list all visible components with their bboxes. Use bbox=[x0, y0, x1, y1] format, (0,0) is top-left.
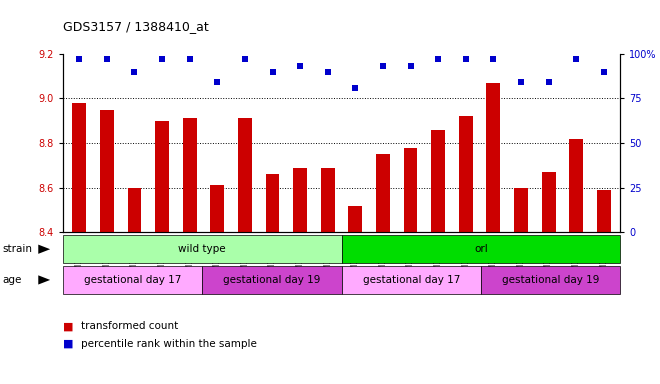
Bar bbox=[459, 116, 473, 232]
Text: ■: ■ bbox=[63, 339, 73, 349]
Bar bbox=[342, 235, 620, 263]
Point bbox=[350, 84, 360, 91]
Text: age: age bbox=[2, 275, 21, 285]
Bar bbox=[63, 266, 202, 294]
Bar bbox=[73, 103, 86, 232]
Bar bbox=[183, 119, 197, 232]
Bar bbox=[321, 167, 335, 232]
Point bbox=[295, 63, 306, 70]
Text: percentile rank within the sample: percentile rank within the sample bbox=[81, 339, 257, 349]
Text: GDS3157 / 1388410_at: GDS3157 / 1388410_at bbox=[63, 20, 209, 33]
Bar bbox=[100, 109, 114, 232]
Point bbox=[102, 56, 112, 62]
Point bbox=[543, 79, 554, 85]
Point bbox=[212, 79, 222, 85]
Point bbox=[129, 68, 140, 74]
Bar bbox=[211, 185, 224, 232]
Bar bbox=[486, 83, 500, 232]
Point bbox=[599, 68, 609, 74]
Polygon shape bbox=[38, 245, 50, 254]
Bar bbox=[570, 139, 583, 232]
Point bbox=[405, 63, 416, 70]
Point bbox=[378, 63, 388, 70]
Point bbox=[433, 56, 444, 62]
Bar bbox=[597, 190, 610, 232]
Point bbox=[515, 79, 526, 85]
Point bbox=[488, 56, 499, 62]
Bar bbox=[481, 266, 620, 294]
Bar bbox=[342, 266, 481, 294]
Bar bbox=[348, 205, 362, 232]
Text: gestational day 19: gestational day 19 bbox=[223, 275, 321, 285]
Bar bbox=[202, 266, 342, 294]
Bar bbox=[63, 235, 342, 263]
Text: wild type: wild type bbox=[178, 244, 226, 254]
Point bbox=[571, 56, 581, 62]
Text: gestational day 19: gestational day 19 bbox=[502, 275, 599, 285]
Point bbox=[461, 56, 471, 62]
Point bbox=[184, 56, 195, 62]
Polygon shape bbox=[38, 275, 50, 285]
Bar bbox=[514, 188, 528, 232]
Bar bbox=[155, 121, 169, 232]
Point bbox=[74, 56, 84, 62]
Bar bbox=[293, 167, 307, 232]
Point bbox=[157, 56, 168, 62]
Bar bbox=[238, 119, 252, 232]
Text: strain: strain bbox=[2, 244, 32, 254]
Text: orl: orl bbox=[474, 244, 488, 254]
Point bbox=[267, 68, 278, 74]
Bar bbox=[431, 130, 445, 232]
Point bbox=[323, 68, 333, 74]
Text: transformed count: transformed count bbox=[81, 321, 178, 331]
Text: gestational day 17: gestational day 17 bbox=[84, 275, 181, 285]
Point bbox=[240, 56, 250, 62]
Bar bbox=[542, 172, 556, 232]
Bar bbox=[404, 147, 418, 232]
Bar bbox=[127, 188, 141, 232]
Bar bbox=[376, 154, 390, 232]
Text: gestational day 17: gestational day 17 bbox=[362, 275, 460, 285]
Text: ■: ■ bbox=[63, 321, 73, 331]
Bar bbox=[265, 174, 279, 232]
